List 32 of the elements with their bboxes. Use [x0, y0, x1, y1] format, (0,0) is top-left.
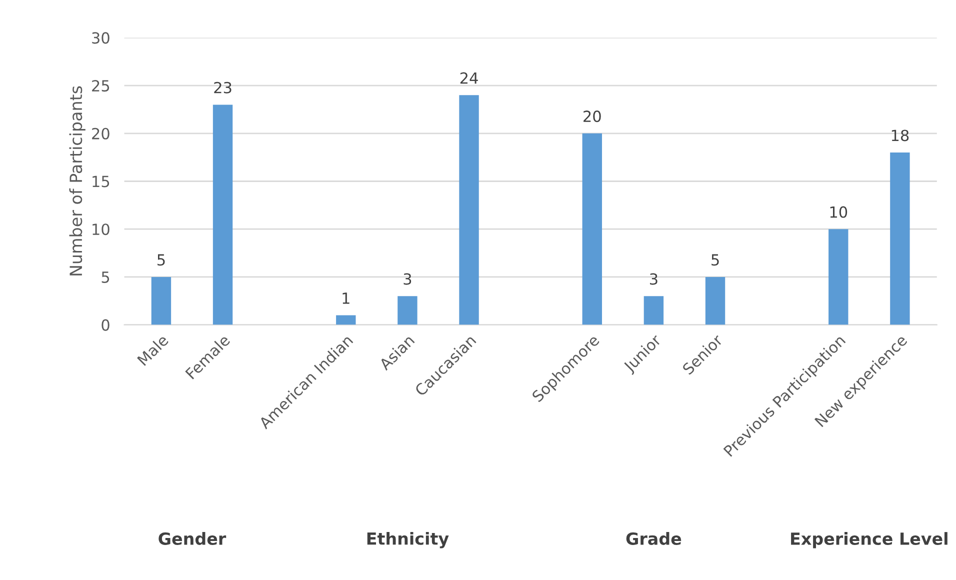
text: Experience Level	[791, 532, 948, 548]
bar	[398, 296, 418, 325]
bar	[459, 95, 479, 325]
y-tick-label: 15	[92, 176, 110, 188]
y-tick-label: 30	[92, 32, 110, 44]
y-tick-label: 10	[92, 224, 110, 236]
text: Ethnicity	[367, 532, 449, 548]
text: Gender	[158, 532, 226, 545]
data-label: 5	[712, 254, 719, 266]
y-tick-label: 5	[102, 272, 110, 283]
y-tick-label: 20	[92, 128, 110, 140]
bar	[582, 133, 602, 325]
bar	[151, 276, 172, 325]
text: Grade	[626, 532, 682, 545]
bar	[644, 296, 664, 325]
bar	[890, 152, 910, 325]
data-label: 3	[650, 273, 658, 285]
bar	[336, 315, 356, 325]
data-label: 1	[342, 292, 350, 304]
bar	[705, 276, 726, 325]
data-label: 5	[158, 254, 165, 266]
data-label: 20	[584, 110, 601, 122]
data-label: 18	[892, 130, 909, 142]
data-label: 10	[830, 206, 848, 218]
y-tick-label: 25	[92, 80, 110, 92]
y-tick-label: 0	[102, 319, 110, 331]
data-label: 23	[214, 82, 232, 94]
bar	[828, 229, 848, 325]
bar	[212, 104, 233, 325]
data-label: 3	[404, 273, 412, 285]
data-label: 24	[460, 72, 478, 84]
y-axis-title: Number of Participants	[69, 86, 86, 276]
